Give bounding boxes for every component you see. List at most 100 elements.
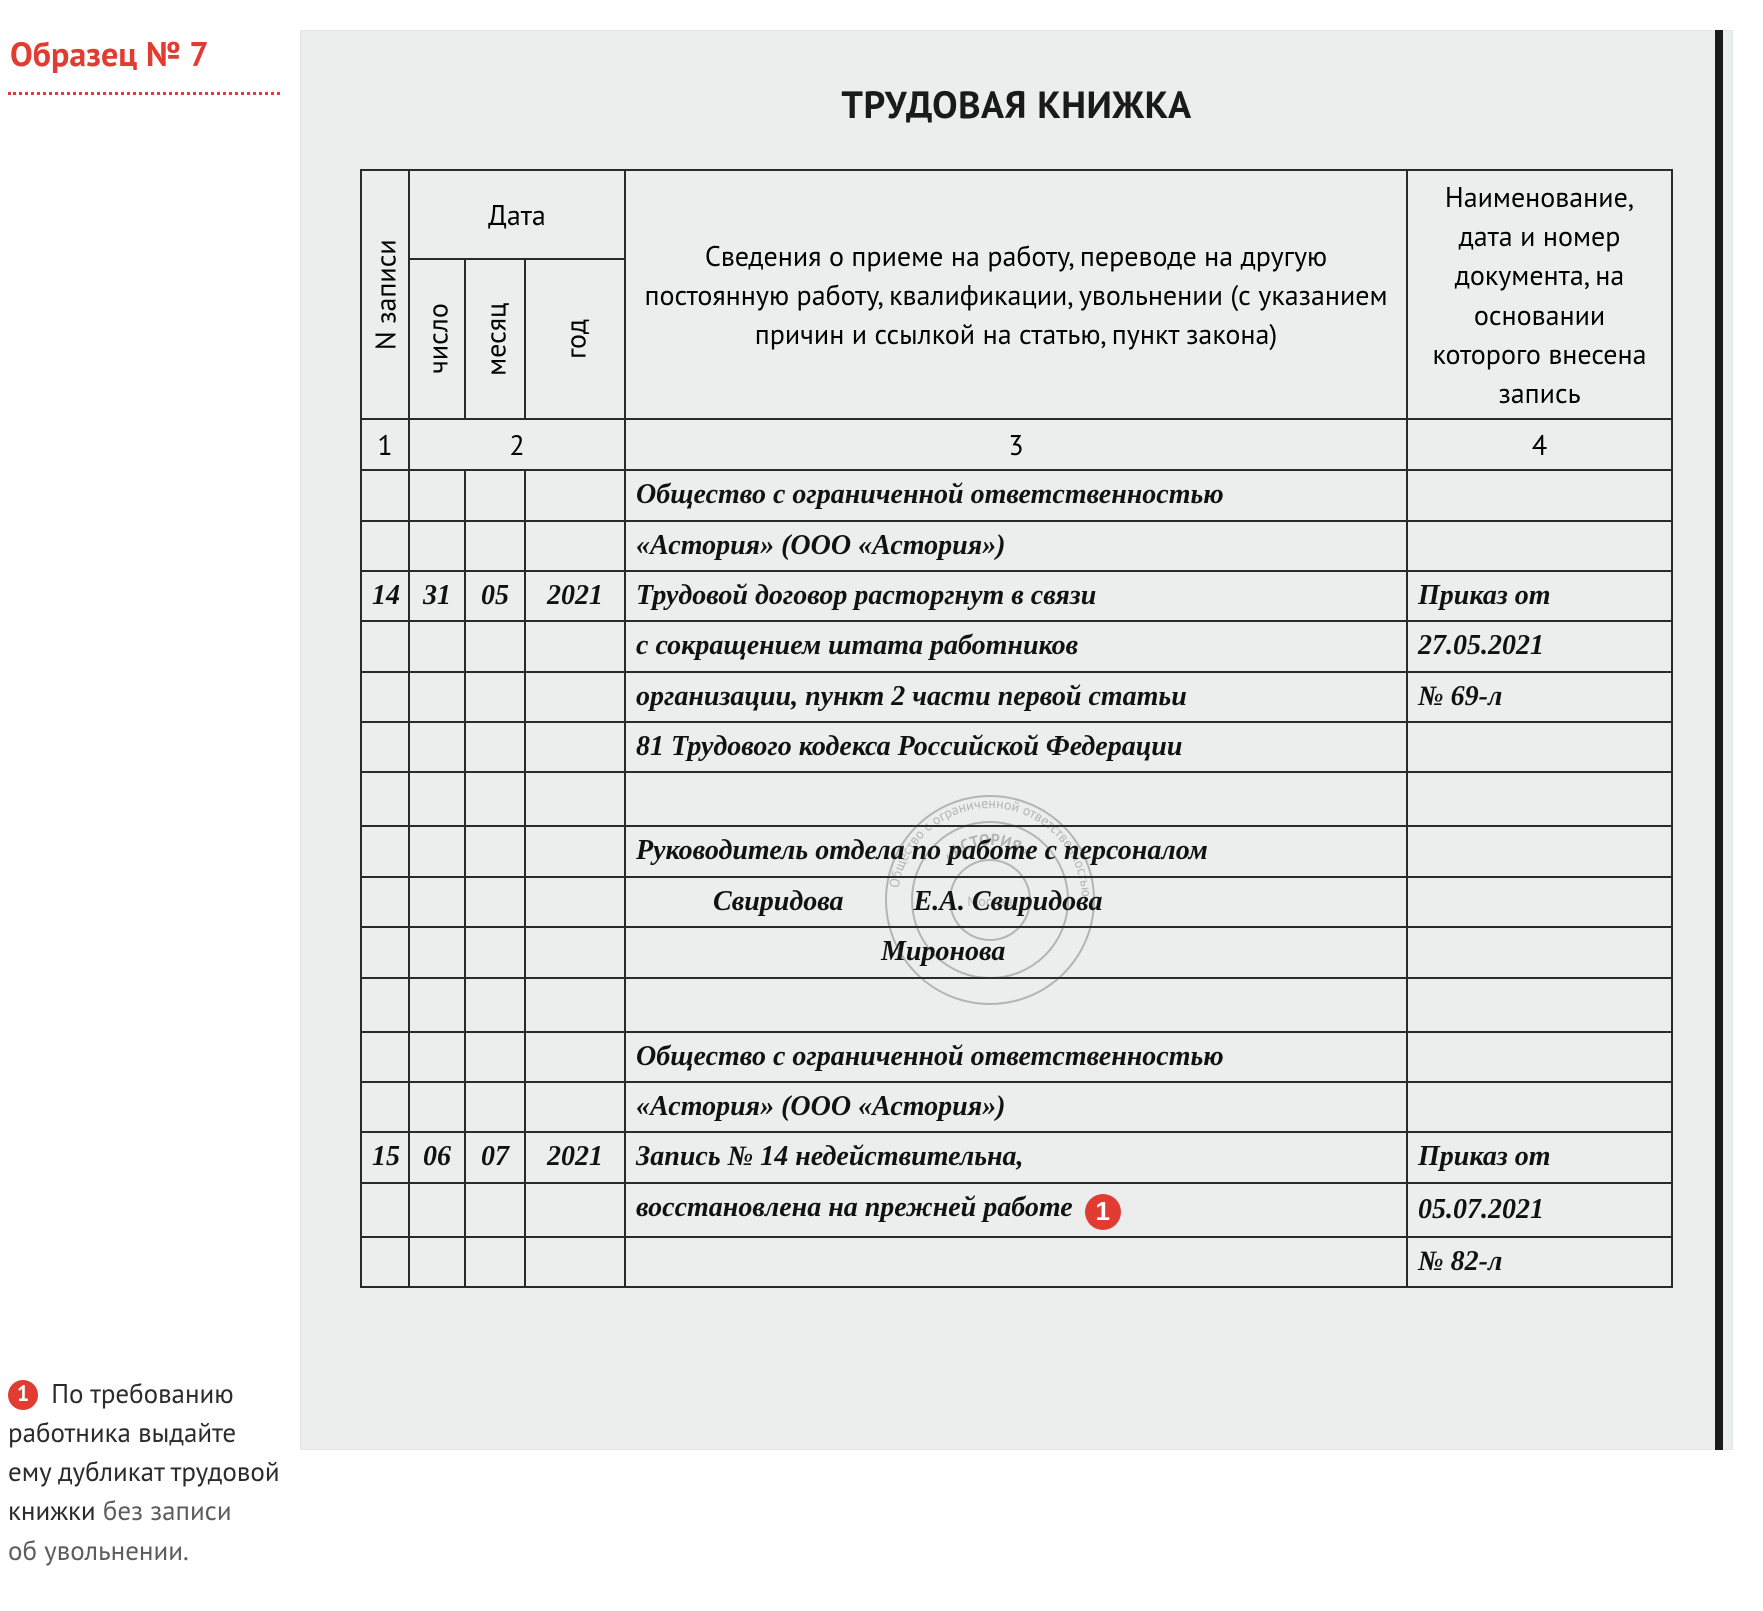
table-row: «Астория» (ООО «Астория») (361, 1082, 1672, 1132)
cell (409, 927, 465, 977)
footnote: 1 По требованию работника выдайте ему ду… (8, 1375, 280, 1571)
cell (465, 1183, 525, 1237)
sample-badge: Образец № 7 (8, 30, 217, 92)
cell (409, 826, 465, 876)
table-row: «Астория» (ООО «Астория») (361, 521, 1672, 571)
footnote-badge: 1 (8, 1380, 38, 1410)
cell (625, 772, 1407, 826)
cell (1407, 877, 1672, 927)
cell: 81 Трудового кодекса Российской Федераци… (625, 722, 1407, 772)
cell: «Астория» (ООО «Астория») (625, 1082, 1407, 1132)
cell (409, 521, 465, 571)
cell (465, 826, 525, 876)
cell: № 69-л (1407, 672, 1672, 722)
cell: Трудовой договор расторгнут в связи (625, 571, 1407, 621)
cell (1407, 521, 1672, 571)
cell (1407, 722, 1672, 772)
cell (525, 826, 625, 876)
cell (361, 772, 409, 826)
cell (1407, 927, 1672, 977)
cell (361, 978, 409, 1032)
cell: Свиридова Е.А. Свиридова (625, 877, 1407, 927)
hdr-doc: Наименование, дата и номер документа, на… (1407, 170, 1672, 419)
cell (525, 772, 625, 826)
table-row: восстановлена на прежней работе105.07.20… (361, 1183, 1672, 1237)
cell (465, 877, 525, 927)
page-right-edge (1715, 30, 1723, 1450)
table-row: № 82-л (361, 1237, 1672, 1287)
cell (465, 521, 525, 571)
cell (525, 877, 625, 927)
cell (1407, 772, 1672, 826)
cell (625, 978, 1407, 1032)
cell: «Астория» (ООО «Астория») (625, 521, 1407, 571)
cell (361, 621, 409, 671)
cell (525, 621, 625, 671)
table-row: Общество с ограниченной ответственностью (361, 1032, 1672, 1082)
workbook-table: N записи Дата Сведения о приеме на работ… (360, 169, 1673, 1288)
hdr-record-no: N записи (361, 170, 409, 419)
cell (409, 1237, 465, 1287)
cell: Руководитель отдела по работе с персонал… (625, 826, 1407, 876)
cell: Общество с ограниченной ответственностью (625, 470, 1407, 520)
table-row: с сокращением штата работников27.05.2021 (361, 621, 1672, 671)
cell (409, 672, 465, 722)
cell: 06 (409, 1132, 465, 1182)
cell (361, 877, 409, 927)
cell: 2021 (525, 571, 625, 621)
table-row: 1431052021Трудовой договор расторгнут в … (361, 571, 1672, 621)
cell (525, 722, 625, 772)
cell: Приказ от (1407, 1132, 1672, 1182)
cell (625, 1237, 1407, 1287)
cell (361, 826, 409, 876)
doc-title: ТРУДОВАЯ КНИЖКА (360, 80, 1673, 129)
cell: 27.05.2021 (1407, 621, 1672, 671)
table-body: Общество с ограниченной ответственностью… (361, 470, 1672, 1287)
page-wrapper: Образец № 7 1 По требованию работника вы… (0, 0, 1763, 1611)
cell (361, 1183, 409, 1237)
cell (465, 621, 525, 671)
cell (409, 1032, 465, 1082)
cell (525, 470, 625, 520)
cell (465, 927, 525, 977)
cell (525, 521, 625, 571)
cell: Приказ от (1407, 571, 1672, 621)
table-row (361, 772, 1672, 826)
hdr-date: Дата (409, 170, 625, 259)
cell (361, 1237, 409, 1287)
colnum-3: 3 (625, 419, 1407, 470)
cell (409, 877, 465, 927)
cell (525, 1237, 625, 1287)
table-row: 1506072021Запись № 14 недействительна,Пр… (361, 1132, 1672, 1182)
hdr-month: месяц (465, 259, 525, 419)
cell (525, 1032, 625, 1082)
cell: 07 (465, 1132, 525, 1182)
cell: с сокращением штата работников (625, 621, 1407, 671)
cell: 05.07.2021 (1407, 1183, 1672, 1237)
cell: Запись № 14 недействительна, (625, 1132, 1407, 1182)
cell (409, 1183, 465, 1237)
cell (361, 722, 409, 772)
table-row: Общество с ограниченной ответственностью (361, 470, 1672, 520)
cell (465, 470, 525, 520)
cell (361, 1082, 409, 1132)
cell: № 82-л (1407, 1237, 1672, 1287)
cell: Общество с ограниченной ответственностью (625, 1032, 1407, 1082)
cell (361, 672, 409, 722)
cell (465, 1032, 525, 1082)
cell (1407, 1082, 1672, 1132)
cell (1407, 1032, 1672, 1082)
cell: 31 (409, 571, 465, 621)
cell (525, 978, 625, 1032)
table-row: Руководитель отдела по работе с персонал… (361, 826, 1672, 876)
sample-label: Образец № 7 (10, 32, 209, 76)
cell (465, 672, 525, 722)
table-row: 81 Трудового кодекса Российской Федераци… (361, 722, 1672, 772)
cell (409, 1082, 465, 1132)
cell (361, 1032, 409, 1082)
cell: 2021 (525, 1132, 625, 1182)
cell (465, 772, 525, 826)
table-row: Миронова (361, 927, 1672, 977)
cell (465, 978, 525, 1032)
sidebar: Образец № 7 1 По требованию работника вы… (0, 30, 300, 1571)
